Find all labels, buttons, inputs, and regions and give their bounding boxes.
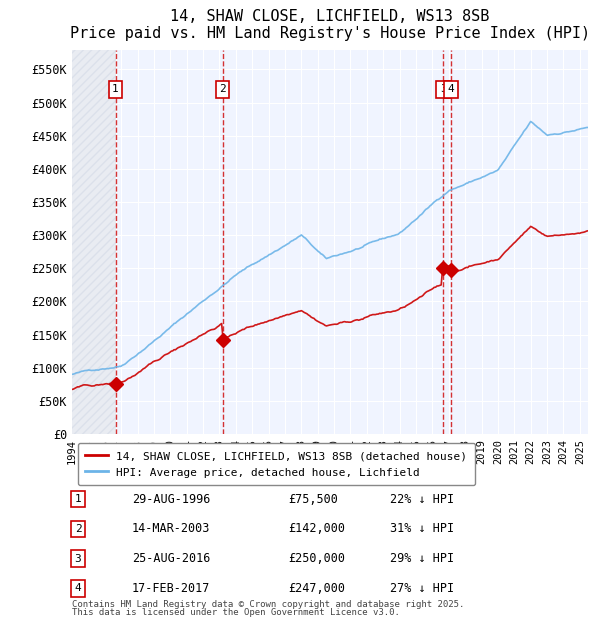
Text: 17-FEB-2017: 17-FEB-2017	[132, 582, 211, 595]
Text: 1: 1	[74, 494, 82, 504]
Legend: 14, SHAW CLOSE, LICHFIELD, WS13 8SB (detached house), HPI: Average price, detach: 14, SHAW CLOSE, LICHFIELD, WS13 8SB (det…	[77, 443, 475, 485]
Text: £250,000: £250,000	[288, 552, 345, 565]
Text: 27% ↓ HPI: 27% ↓ HPI	[390, 582, 454, 595]
Text: 4: 4	[448, 84, 454, 94]
Text: 31% ↓ HPI: 31% ↓ HPI	[390, 523, 454, 535]
Text: 2: 2	[220, 84, 226, 94]
Text: 2: 2	[74, 524, 82, 534]
Text: 29-AUG-1996: 29-AUG-1996	[132, 493, 211, 505]
Text: 29% ↓ HPI: 29% ↓ HPI	[390, 552, 454, 565]
Text: Contains HM Land Registry data © Crown copyright and database right 2025.: Contains HM Land Registry data © Crown c…	[72, 600, 464, 609]
Text: 25-AUG-2016: 25-AUG-2016	[132, 552, 211, 565]
Text: £142,000: £142,000	[288, 523, 345, 535]
Text: £75,500: £75,500	[288, 493, 338, 505]
Text: This data is licensed under the Open Government Licence v3.0.: This data is licensed under the Open Gov…	[72, 608, 400, 617]
Text: 4: 4	[74, 583, 82, 593]
Text: 1: 1	[112, 84, 119, 94]
Text: 14-MAR-2003: 14-MAR-2003	[132, 523, 211, 535]
Bar	[72, 50, 116, 434]
Text: 22% ↓ HPI: 22% ↓ HPI	[390, 493, 454, 505]
Text: 3: 3	[440, 84, 446, 94]
Text: £247,000: £247,000	[288, 582, 345, 595]
Bar	[72, 50, 116, 434]
Title: 14, SHAW CLOSE, LICHFIELD, WS13 8SB
Price paid vs. HM Land Registry's House Pric: 14, SHAW CLOSE, LICHFIELD, WS13 8SB Pric…	[70, 9, 590, 42]
Text: 3: 3	[74, 554, 82, 564]
